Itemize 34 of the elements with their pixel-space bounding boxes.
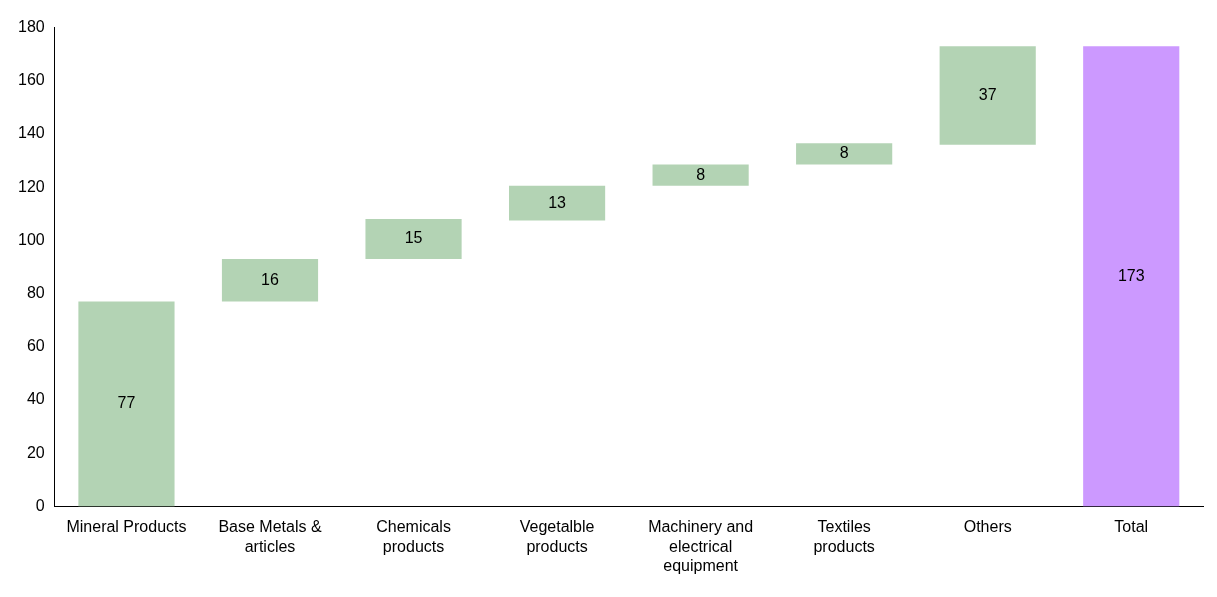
x-tick-label: Textiles products — [813, 518, 875, 555]
bar — [78, 301, 175, 507]
y-tick-label: 80 — [26, 284, 45, 302]
data-label: 77 — [117, 394, 136, 412]
x-tick-label: Total — [1114, 518, 1149, 536]
data-label: 13 — [548, 193, 567, 211]
x-tick-label: Others — [963, 518, 1012, 536]
data-label: 37 — [978, 85, 997, 103]
bar — [1083, 46, 1180, 507]
data-label: 173 — [1117, 266, 1145, 284]
bar — [796, 143, 893, 165]
bar — [652, 164, 749, 186]
bar — [939, 46, 1036, 145]
y-tick-label: 20 — [26, 443, 45, 461]
x-tick-label: Machinery and electrical equipment — [648, 518, 754, 574]
y-tick-label: 60 — [26, 337, 45, 355]
data-label: 8 — [696, 165, 706, 183]
bar — [508, 185, 606, 221]
x-tick-label: Vegetalble products — [519, 518, 595, 555]
y-tick-label: 160 — [17, 71, 45, 89]
y-tick-label: 140 — [17, 124, 45, 142]
x-tick-label: Base Metals & articles — [218, 518, 322, 555]
y-tick-label: 180 — [17, 18, 45, 36]
data-label: 16 — [261, 270, 279, 288]
y-tick-label: 40 — [26, 390, 45, 408]
y-tick-label: 100 — [17, 230, 45, 248]
x-tick-label: Mineral Products — [66, 518, 187, 536]
bar — [221, 259, 319, 302]
data-label: 15 — [404, 229, 423, 247]
bar — [365, 219, 462, 260]
x-tick-label: Chemicals products — [376, 518, 451, 555]
y-tick-label: 120 — [17, 177, 45, 195]
y-tick-label: 0 — [35, 496, 45, 514]
data-label: 8 — [839, 144, 849, 162]
